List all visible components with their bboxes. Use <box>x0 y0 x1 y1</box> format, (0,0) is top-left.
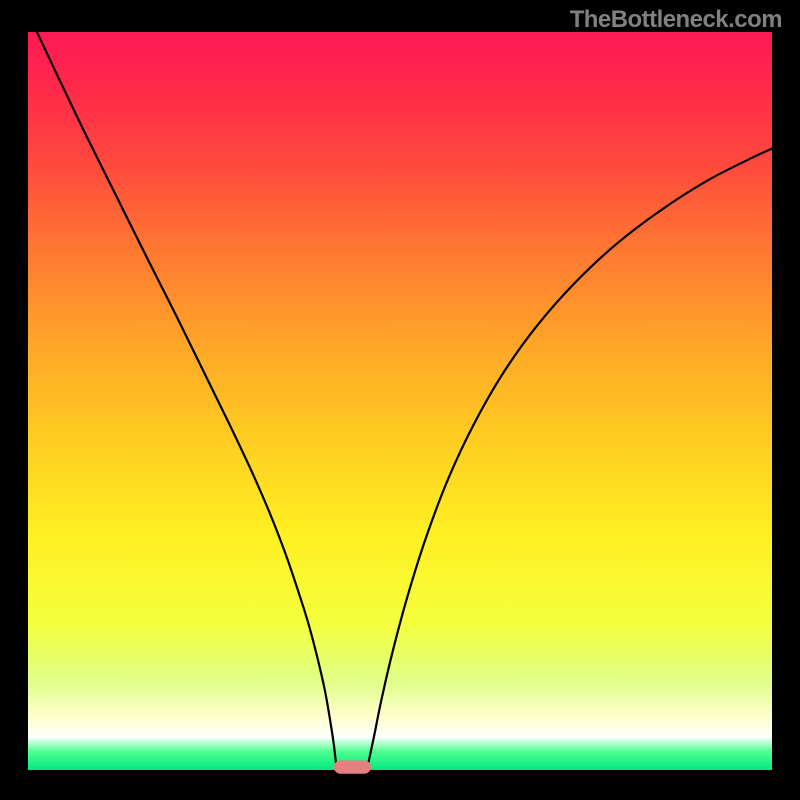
watermark-text: TheBottleneck.com <box>570 6 782 34</box>
plot-background <box>28 32 772 770</box>
optimal-marker <box>334 760 371 773</box>
bottleneck-chart <box>0 0 800 800</box>
